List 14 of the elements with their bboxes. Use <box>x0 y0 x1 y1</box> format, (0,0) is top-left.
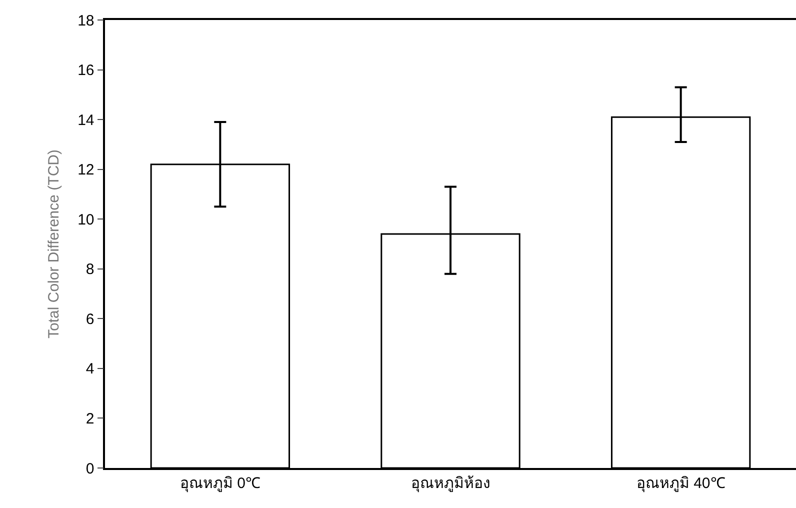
x-tick-label: อุณหภูมิห้อง <box>411 474 490 493</box>
y-tick-label: 16 <box>78 62 94 80</box>
y-tick-label: 18 <box>78 12 94 30</box>
y-axis-title: Total Color Difference (TCD) <box>45 150 62 338</box>
y-tick-label: 6 <box>86 310 94 328</box>
y-tick-label: 10 <box>78 211 94 228</box>
x-tick-label: อุณหภูมิ 40℃ <box>636 474 726 493</box>
y-tick-label: 2 <box>86 410 94 428</box>
y-tick-label: 12 <box>78 162 94 179</box>
x-tick-label: อุณหภูมิ 0℃ <box>180 474 260 493</box>
y-tick-label: 14 <box>78 112 94 129</box>
y-tick-label: 4 <box>86 360 94 378</box>
y-tick-label: 0 <box>86 460 94 478</box>
y-tick-label: 8 <box>86 261 94 278</box>
